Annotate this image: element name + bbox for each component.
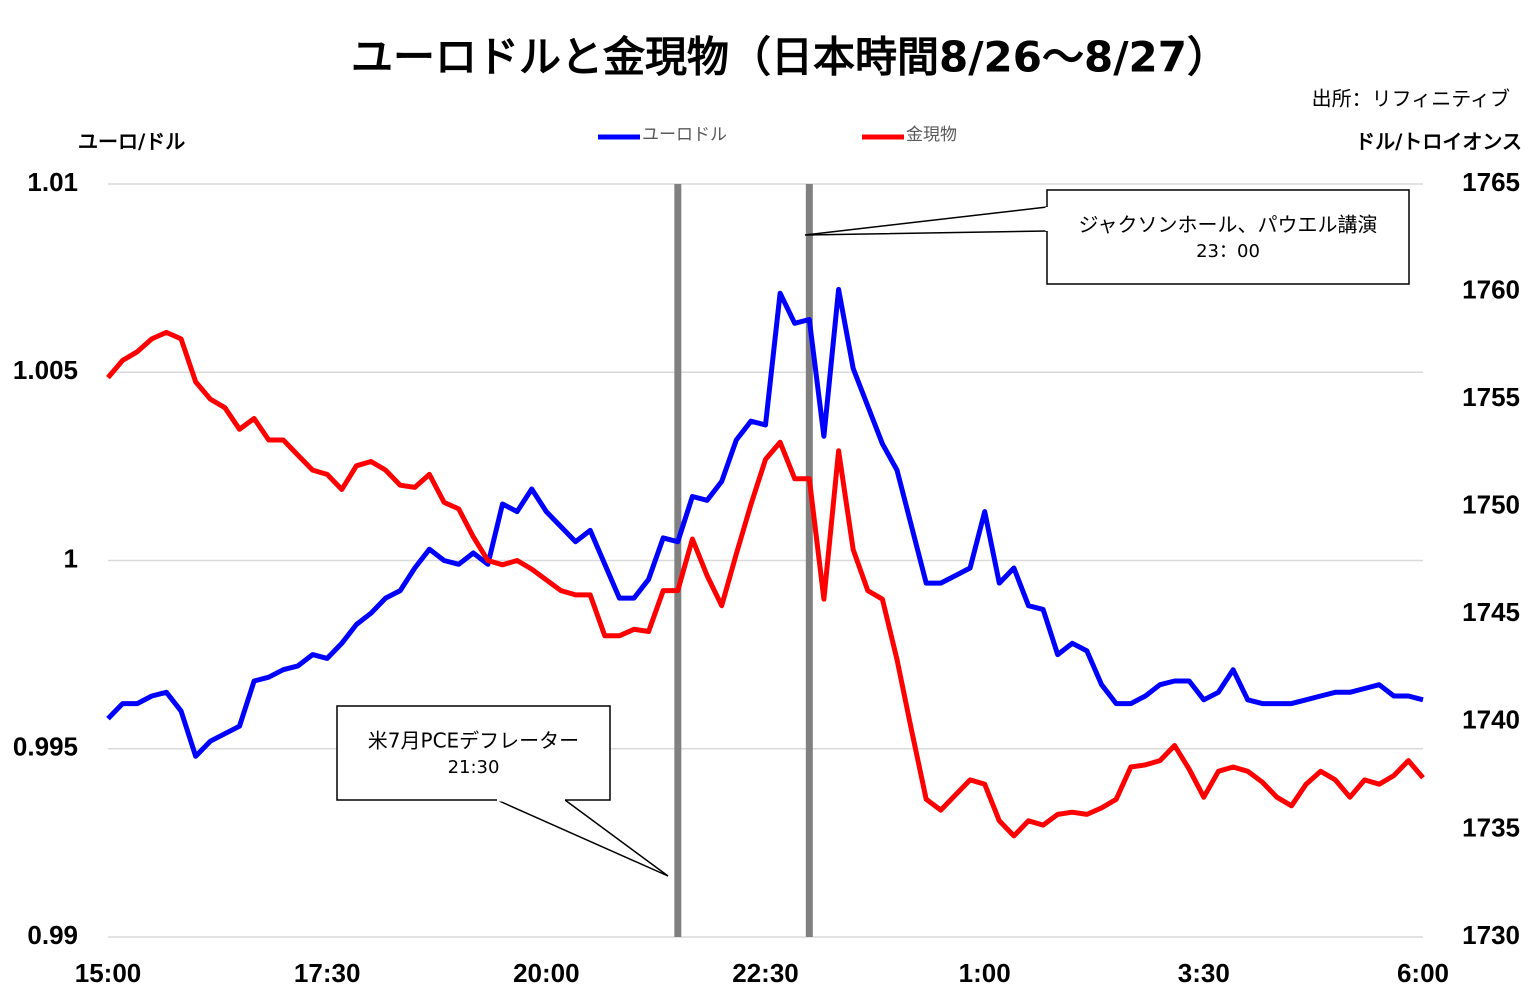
y2-tick-label: 1760 xyxy=(1462,274,1520,304)
y2-tick-label: 1740 xyxy=(1462,705,1520,735)
y2-tick-label: 1730 xyxy=(1462,920,1520,950)
y2-tick-label: 1745 xyxy=(1462,597,1520,627)
y-axis-label: ユーロ/ドル xyxy=(78,130,185,154)
source: 出所：リフィニティブ xyxy=(1312,87,1510,111)
annotation-time: 23：00 xyxy=(1196,241,1260,262)
x-tick-label: 20:00 xyxy=(513,958,580,988)
y-tick-label: 1.005 xyxy=(13,355,78,385)
line-series xyxy=(106,329,1425,839)
x-tick-label: 15:00 xyxy=(75,958,142,988)
annotation-pointer xyxy=(496,799,669,877)
legend-label: ユーロドル xyxy=(642,125,727,145)
y2-tick-label: 1735 xyxy=(1462,812,1520,842)
y2-tick-label: 1750 xyxy=(1462,490,1520,520)
y2-tick-label: 1755 xyxy=(1462,382,1520,412)
y-tick-label: 0.995 xyxy=(13,732,78,762)
x-tick-label: 1:00 xyxy=(959,958,1011,988)
line-series xyxy=(106,286,1424,759)
x-tick-label: 6:00 xyxy=(1397,958,1449,988)
annotation-pointer xyxy=(804,206,1048,236)
annotation-time: 21:30 xyxy=(448,757,500,778)
x-tick-label: 3:30 xyxy=(1178,958,1230,988)
annotation-box xyxy=(336,705,611,801)
x-tick-label: 17:30 xyxy=(294,958,361,988)
chart-title: ユーロドルと金現物（日本時間8/26～8/27） xyxy=(351,33,1229,82)
y-tick-label: 0.99 xyxy=(27,920,78,950)
y-tick-label: 1.01 xyxy=(27,167,78,197)
y2-tick-label: 1765 xyxy=(1462,167,1520,197)
y2-axis-label: ドル/トロイオンス xyxy=(1355,130,1522,154)
annotation: 米7月PCEデフレーター 21:30 xyxy=(336,705,669,877)
annotation: ジャクソンホール、パウエル講演 23：00 xyxy=(804,189,1410,285)
annotation-text: ジャクソンホール、パウエル講演 xyxy=(1079,213,1378,237)
annotation-text: 米7月PCEデフレーター xyxy=(368,729,579,753)
legend-label: 金現物 xyxy=(906,125,957,145)
y-tick-label: 1 xyxy=(64,543,78,573)
annotation-box xyxy=(1046,189,1410,285)
x-tick-label: 22:30 xyxy=(732,958,799,988)
